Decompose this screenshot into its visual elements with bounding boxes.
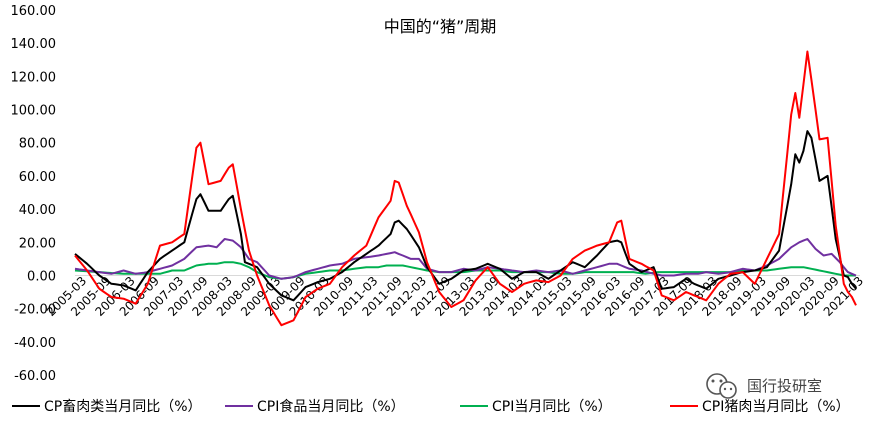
y-tick-label: 120.00 [11, 70, 57, 85]
legend-label-2: CPI当月同比（%） [492, 399, 612, 415]
y-tick-label: -60.00 [14, 369, 56, 384]
y-tick-label: 100.00 [11, 104, 57, 119]
legend-label-3: CPI猪肉当月同比（%） [702, 399, 850, 415]
y-tick-label: 140.00 [11, 37, 57, 52]
y-tick-label: 160.00 [11, 4, 57, 19]
series-line-1 [74, 238, 857, 280]
legend-label-0: CP畜肉类当月同比（%） [44, 399, 202, 415]
legend-label-1: CPI食品当月同比（%） [257, 398, 405, 415]
y-tick-label: 0.00 [27, 269, 56, 284]
y-tick-label: -20.00 [14, 303, 56, 318]
y-tick-label: 20.00 [19, 236, 56, 251]
watermark: 国行投研室 [706, 373, 822, 399]
chart-title: 中国的“猪”周期 [384, 17, 497, 36]
y-tick-label: -40.00 [14, 336, 56, 351]
series-line-3 [74, 50, 857, 327]
y-tick-label: 80.00 [19, 137, 56, 152]
legend: CP畜肉类当月同比（%） CPI食品当月同比（%） CPI当月同比（%） CPI猪肉当… [12, 398, 850, 415]
wechat-icon [706, 373, 737, 399]
series-lines [74, 50, 857, 327]
y-axis: 160.00 140.00 120.00 100.00 80.00 60.00 40.00 2… [11, 4, 57, 384]
y-tick-label: 60.00 [19, 170, 56, 185]
y-tick-label: 40.00 [19, 203, 56, 218]
x-axis: 2005-032005-092006-032006-092007-032007-… [44, 274, 866, 319]
watermark-text: 国行投研室 [747, 377, 822, 395]
